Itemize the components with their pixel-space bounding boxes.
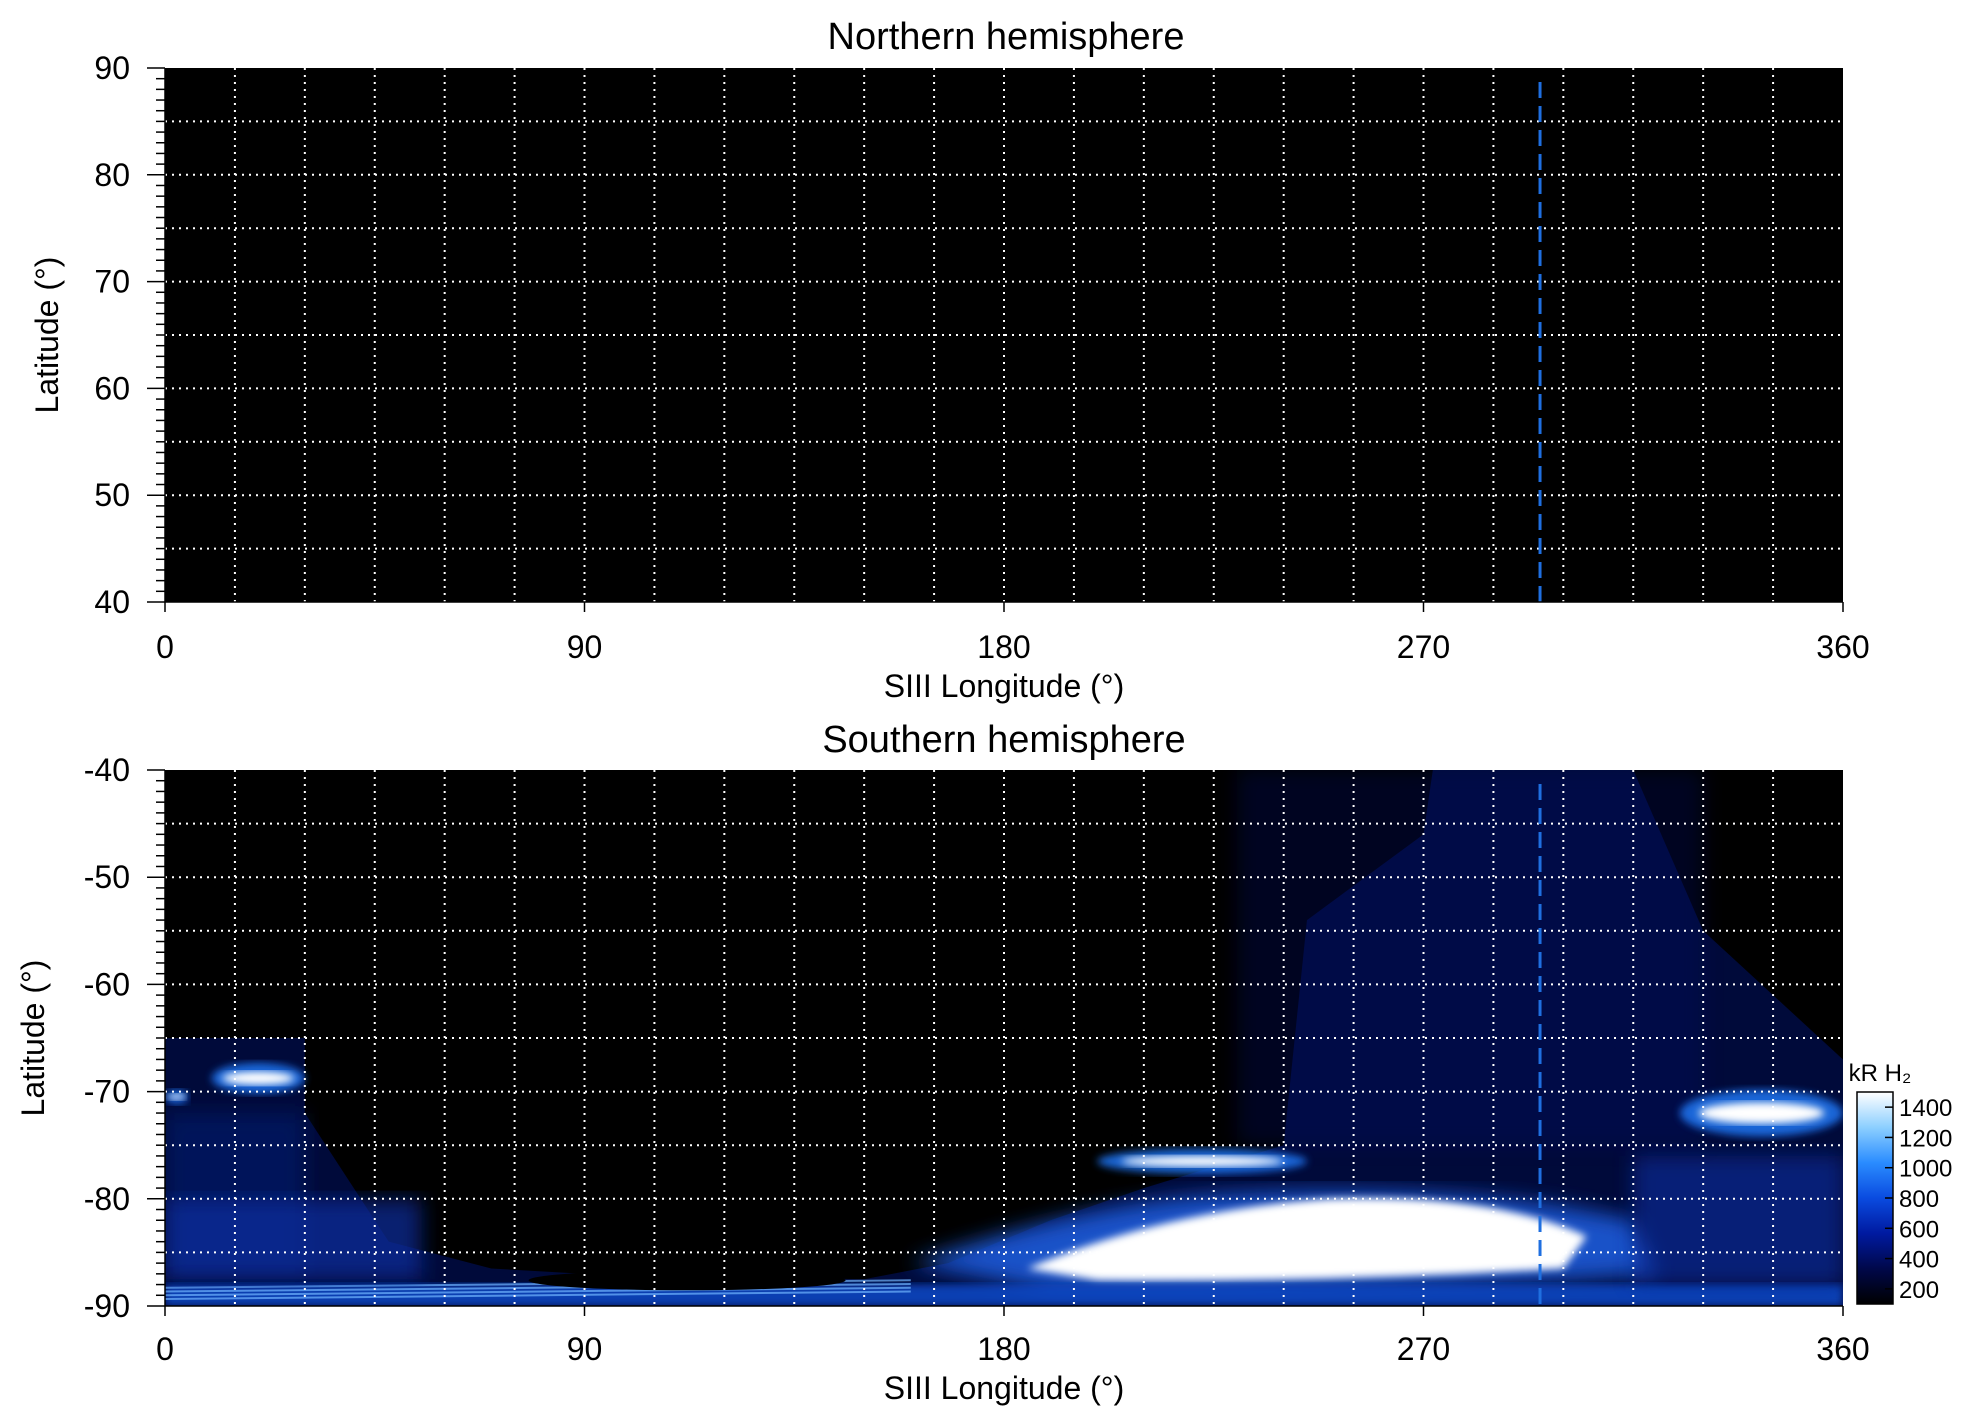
y-tick-label: 90 [94, 50, 130, 86]
x-tick-label: 360 [1816, 629, 1869, 665]
emission-core [1121, 1155, 1283, 1167]
north-panel: Northern hemisphere 40 50 60 70 80 90 0 90 180 2… [29, 16, 1870, 704]
x-tick-label: 90 [567, 1331, 603, 1367]
south-y-label: Latitude (°) [15, 960, 51, 1117]
x-tick-label: 180 [977, 1331, 1030, 1367]
south-y-axis: -90 -80 -70 -60 -50 -40 [84, 752, 166, 1324]
south-panel: Southern hemisphere -90 -80 -70 -60 -50 -40 0… [15, 719, 1870, 1406]
y-tick-label: -50 [84, 859, 130, 895]
y-tick-label: 80 [94, 157, 130, 193]
colorbar-label: kR H₂ [1849, 1060, 1912, 1087]
emission-core [222, 1071, 295, 1085]
y-tick-label: -80 [84, 1181, 130, 1217]
y-tick-label: -40 [84, 752, 130, 788]
north-x-label: SIII Longitude (°) [884, 668, 1124, 704]
colorbar-tick-label: 200 [1899, 1277, 1939, 1304]
x-tick-label: 180 [977, 629, 1030, 665]
emission-main-core [1027, 1198, 1587, 1281]
observed-right-haze [1633, 1155, 1843, 1285]
x-tick-label: 270 [1397, 629, 1450, 665]
north-y-label: Latitude (°) [29, 257, 65, 414]
x-tick-label: 90 [567, 629, 603, 665]
colorbar-tick-label: 1200 [1899, 1125, 1952, 1152]
colorbar-ticks: 200 400 600 800 1000 1200 1400 [1885, 1095, 1952, 1304]
colorbar: kR H₂ 200 400 600 800 1000 1200 1400 [1849, 1060, 1952, 1305]
south-x-label: SIII Longitude (°) [884, 1370, 1124, 1406]
colorbar-tick-label: 800 [1899, 1186, 1939, 1213]
north-x-axis: 0 90 180 270 360 [156, 601, 1870, 665]
north-grid [165, 68, 1843, 602]
x-tick-label: 270 [1397, 1331, 1450, 1367]
x-tick-label: 0 [156, 1331, 174, 1367]
colorbar-tick-label: 400 [1899, 1247, 1939, 1274]
colorbar-tick-label: 1400 [1899, 1095, 1952, 1122]
colorbar-tick-label: 1000 [1899, 1156, 1952, 1183]
emission-core [1698, 1102, 1825, 1124]
y-tick-label: 40 [94, 584, 130, 620]
observed-haze [1237, 770, 1704, 1146]
limb-shadow [528, 1270, 846, 1291]
north-title: Northern hemisphere [828, 16, 1185, 58]
y-tick-label: -60 [84, 966, 130, 1002]
colorbar-tick-label: 600 [1899, 1216, 1939, 1243]
north-y-axis: 40 50 60 70 80 90 [94, 50, 166, 620]
y-tick-label: 60 [94, 370, 130, 406]
emission-streak [165, 1290, 911, 1301]
south-grid [165, 770, 1843, 1306]
emission-core [167, 1093, 186, 1100]
y-tick-label: -90 [84, 1288, 130, 1324]
y-tick-label: 50 [94, 477, 130, 513]
x-tick-label: 360 [1816, 1331, 1869, 1367]
y-tick-label: 70 [94, 264, 130, 300]
emission-streak [165, 1286, 911, 1297]
south-x-axis: 0 90 180 270 360 [156, 1305, 1870, 1367]
x-tick-label: 0 [156, 629, 174, 665]
south-title: Southern hemisphere [822, 719, 1185, 761]
observed-lower-haze [165, 1198, 422, 1280]
y-tick-label: -70 [84, 1074, 130, 1110]
